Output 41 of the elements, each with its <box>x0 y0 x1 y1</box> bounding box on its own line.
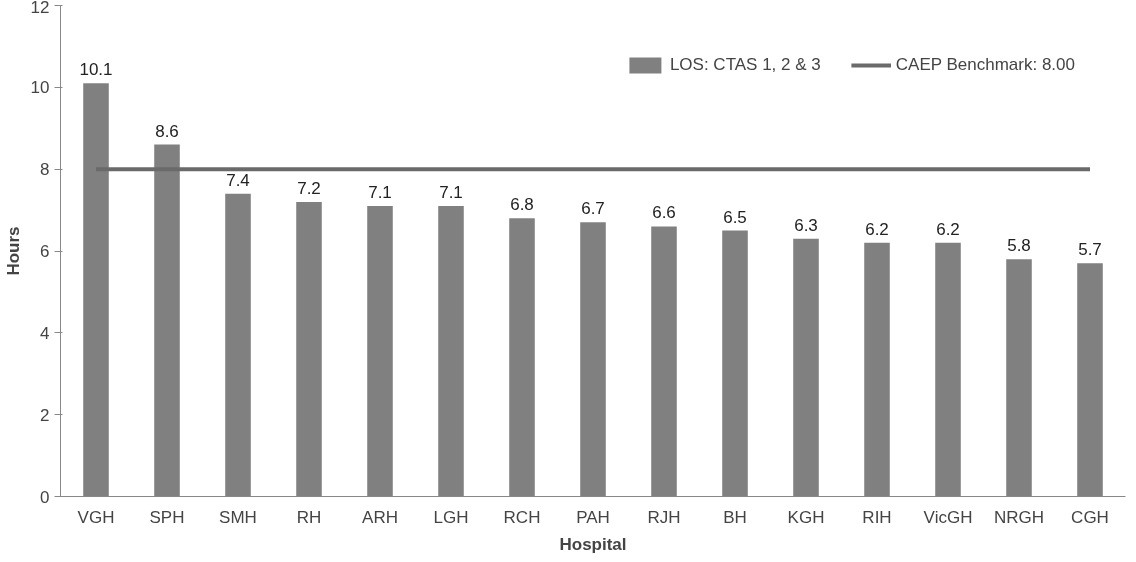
data-label: 6.2 <box>865 219 889 239</box>
x-tick-label: RJH <box>647 507 681 527</box>
x-tick-label: KGH <box>787 507 825 527</box>
x-tick-label: SMH <box>219 507 257 527</box>
data-label: 10.1 <box>79 60 113 80</box>
x-tick-label: NRGH <box>993 507 1045 527</box>
x-tick-label: ARH <box>362 507 398 527</box>
data-label: 7.4 <box>226 170 250 190</box>
x-tick-label: LGH <box>433 507 469 527</box>
x-axis-title: Hospital <box>559 534 627 554</box>
y-tick-label: 8 <box>40 160 50 180</box>
x-tick-label: VicGH <box>923 507 973 527</box>
x-tick-label: RCH <box>503 507 541 527</box>
legend-label: LOS: CTAS 1, 2 & 3 <box>669 55 821 75</box>
y-tick-label: 12 <box>30 0 50 17</box>
x-tick-label: RIH <box>862 507 892 527</box>
x-tick-label: BH <box>723 507 747 527</box>
data-label: 7.1 <box>368 182 392 202</box>
y-tick-label: 6 <box>40 242 50 261</box>
y-tick-label: 4 <box>40 323 50 343</box>
data-label: 6.3 <box>794 215 818 235</box>
data-label: 6.5 <box>723 207 747 227</box>
x-tick-label: VGH <box>77 507 115 527</box>
y-tick-label: 0 <box>40 487 50 507</box>
y-axis-title: Hours <box>3 226 23 276</box>
x-tick-label: PAH <box>576 507 610 527</box>
data-label: 7.2 <box>297 178 321 198</box>
data-label: 6.6 <box>652 203 676 223</box>
data-label: 7.1 <box>439 182 463 202</box>
data-label: 6.2 <box>936 219 960 239</box>
x-tick-label: SPH <box>149 507 185 527</box>
data-label: 5.8 <box>1007 236 1031 256</box>
x-tick-label: CGH <box>1071 507 1109 527</box>
data-label: 6.7 <box>581 199 605 219</box>
x-tick-label: RH <box>296 507 322 527</box>
y-tick-label: 2 <box>40 405 50 425</box>
y-tick-label: 10 <box>30 78 50 98</box>
data-label: 6.8 <box>510 195 534 215</box>
data-label: 8.6 <box>155 121 179 141</box>
legend-label: CAEP Benchmark: 8.00 <box>895 55 1075 75</box>
data-label: 5.7 <box>1078 240 1102 260</box>
